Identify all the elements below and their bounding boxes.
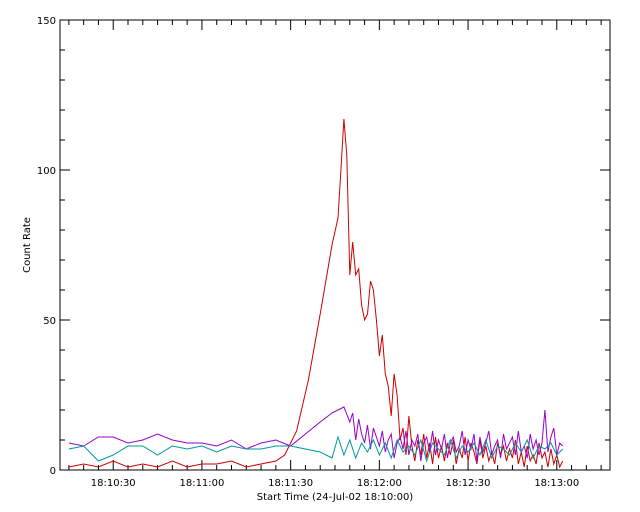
plot-frame <box>59 19 611 471</box>
y-axis-ticks: 0 50 100 150 <box>37 16 610 477</box>
y-tick-label: 100 <box>37 166 56 177</box>
y-axis-label: Count Rate <box>22 217 33 273</box>
y-tick-label: 0 <box>50 466 56 477</box>
y-tick-label: 50 <box>43 316 56 327</box>
x-tick-label: 18:12:30 <box>446 478 491 489</box>
y-tick-label: 150 <box>37 16 56 27</box>
x-tick-label: 18:11:00 <box>179 478 224 489</box>
series-line-3 <box>68 435 564 463</box>
x-axis-label: Start Time (24-Jul-02 18:10:00) <box>257 492 414 503</box>
series-line-2 <box>68 406 564 462</box>
x-tick-label: 18:12:00 <box>357 478 402 489</box>
x-tick-label: 18:13:00 <box>534 478 579 489</box>
x-axis-ticks: 18:10:30 18:11:00 18:11:30 18:12:00 18:12:30… <box>68 20 602 489</box>
x-tick-label: 18:10:30 <box>91 478 136 489</box>
series-layer <box>68 118 564 469</box>
series-line-1 <box>68 118 564 469</box>
x-tick-label: 18:11:30 <box>268 478 313 489</box>
